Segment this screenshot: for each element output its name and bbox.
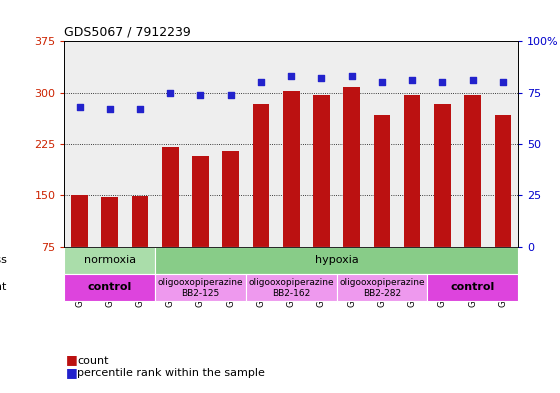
- Text: GSM1169209: GSM1169209: [136, 249, 144, 307]
- Text: GSM1169211: GSM1169211: [468, 249, 477, 307]
- Bar: [427, 274, 518, 301]
- Bar: [337, 274, 427, 301]
- Text: BB2-282: BB2-282: [363, 288, 401, 298]
- Text: GSM1169210: GSM1169210: [438, 249, 447, 307]
- Point: [166, 90, 175, 96]
- Text: GSM1169212: GSM1169212: [498, 249, 507, 307]
- Text: control: control: [87, 282, 132, 292]
- Text: GSM1169214: GSM1169214: [196, 249, 205, 307]
- Text: GSM1169216: GSM1169216: [256, 249, 265, 307]
- Text: percentile rank within the sample: percentile rank within the sample: [77, 369, 265, 378]
- Bar: [101, 197, 118, 247]
- Point: [287, 73, 296, 79]
- Text: ■: ■: [66, 354, 78, 367]
- Point: [317, 75, 326, 81]
- Bar: [64, 274, 155, 301]
- Bar: [222, 151, 239, 247]
- Text: oligooxopiperazine: oligooxopiperazine: [249, 278, 334, 287]
- Point: [438, 79, 447, 86]
- Bar: [64, 247, 155, 274]
- Text: GSM1169213: GSM1169213: [166, 249, 175, 307]
- Text: ■: ■: [66, 367, 78, 380]
- Text: GSM1169207: GSM1169207: [75, 249, 84, 307]
- Text: GSM1169221: GSM1169221: [408, 249, 417, 307]
- Bar: [155, 274, 246, 301]
- Bar: [313, 95, 330, 247]
- Point: [256, 79, 265, 86]
- Bar: [374, 114, 390, 247]
- Text: normoxia: normoxia: [83, 255, 136, 265]
- Point: [468, 77, 477, 83]
- Point: [226, 92, 235, 98]
- Text: GSM1169215: GSM1169215: [226, 249, 235, 307]
- Text: hypoxia: hypoxia: [315, 255, 358, 265]
- Text: control: control: [450, 282, 495, 292]
- Text: agent: agent: [0, 282, 7, 292]
- Bar: [283, 90, 300, 247]
- Bar: [253, 104, 269, 247]
- Point: [408, 77, 417, 83]
- Text: oligooxopiperazine: oligooxopiperazine: [158, 278, 243, 287]
- Bar: [343, 87, 360, 247]
- Point: [196, 92, 205, 98]
- Text: GSM1169220: GSM1169220: [377, 249, 386, 307]
- Point: [498, 79, 507, 86]
- Text: GDS5067 / 7912239: GDS5067 / 7912239: [64, 26, 191, 39]
- Point: [347, 73, 356, 79]
- Text: GSM1169217: GSM1169217: [287, 249, 296, 307]
- Bar: [464, 95, 481, 247]
- Text: count: count: [77, 356, 109, 365]
- Bar: [71, 195, 88, 247]
- Bar: [404, 95, 421, 247]
- Text: GSM1169218: GSM1169218: [317, 249, 326, 307]
- Text: BB2-162: BB2-162: [272, 288, 310, 298]
- Text: oligooxopiperazine: oligooxopiperazine: [339, 278, 424, 287]
- Bar: [494, 114, 511, 247]
- Point: [105, 106, 114, 112]
- Bar: [192, 156, 209, 247]
- Bar: [162, 147, 179, 247]
- Text: GSM1169219: GSM1169219: [347, 249, 356, 307]
- Bar: [155, 247, 518, 274]
- Bar: [246, 274, 337, 301]
- Text: GSM1169208: GSM1169208: [105, 249, 114, 307]
- Text: BB2-125: BB2-125: [181, 288, 220, 298]
- Bar: [132, 196, 148, 247]
- Point: [75, 104, 84, 110]
- Point: [136, 106, 144, 112]
- Text: stress: stress: [0, 255, 7, 265]
- Point: [377, 79, 386, 86]
- Bar: [434, 104, 451, 247]
